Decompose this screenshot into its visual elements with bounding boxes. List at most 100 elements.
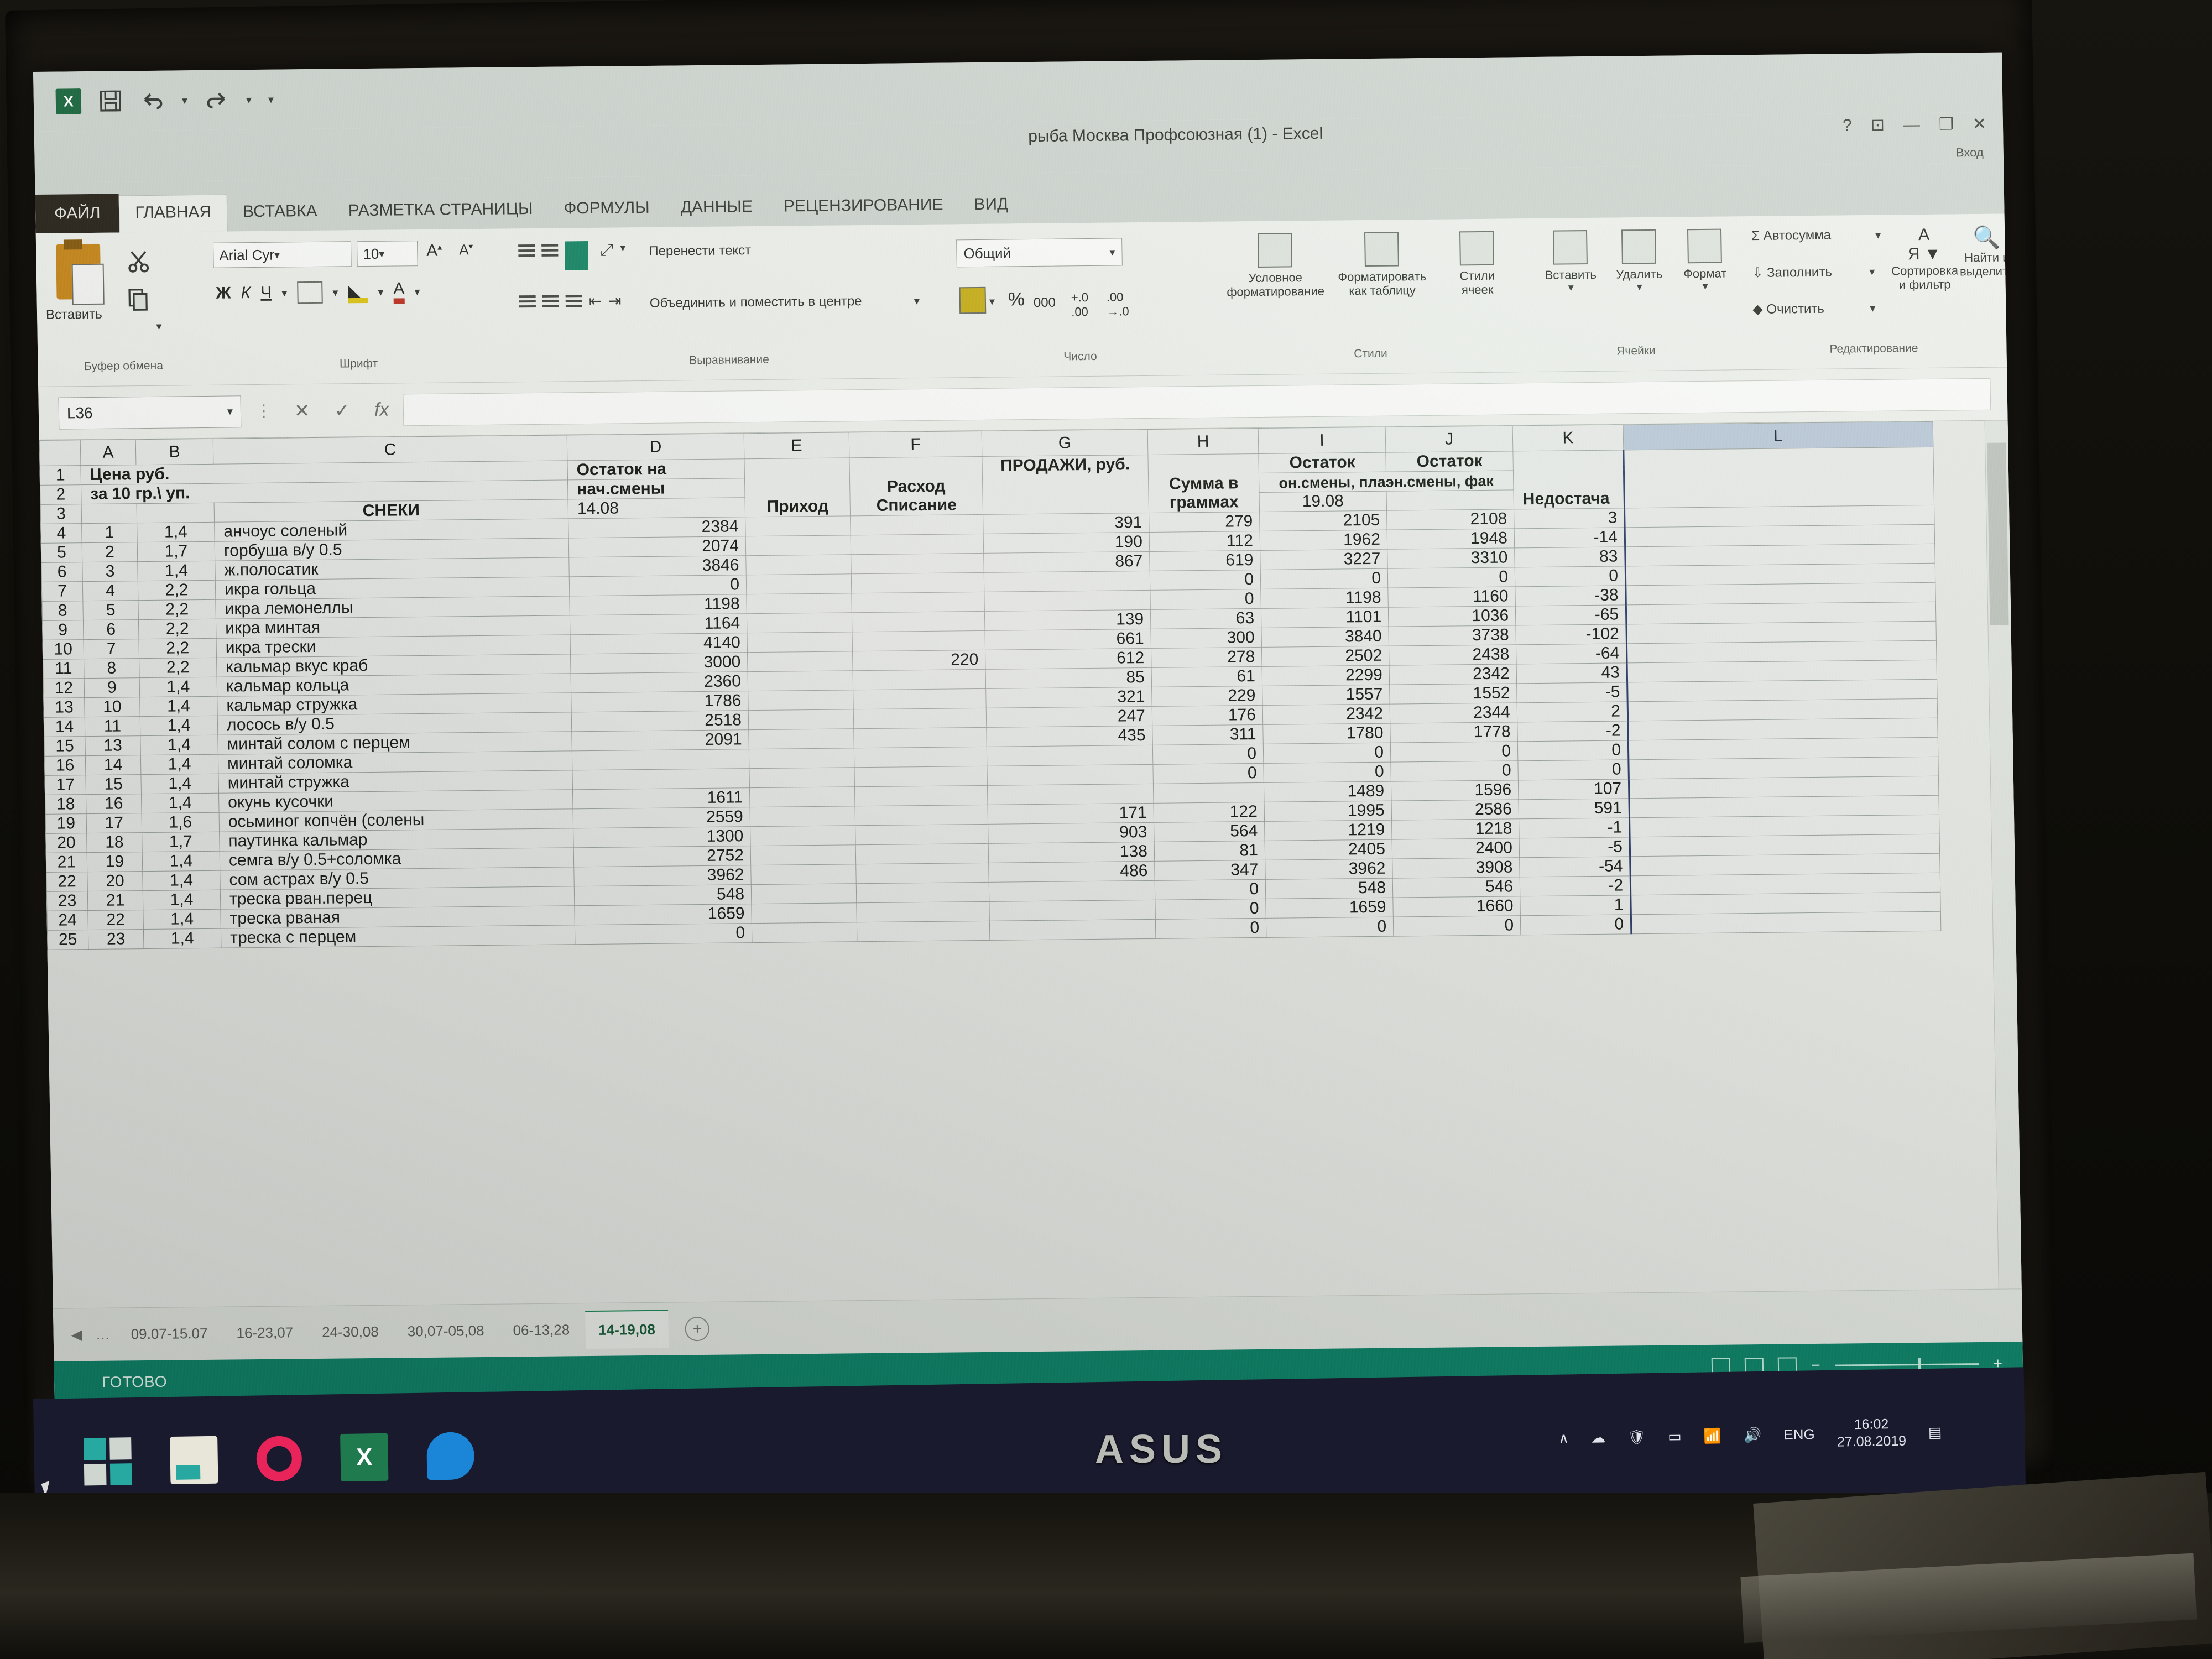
cell-D25[interactable]: 0 (575, 923, 752, 945)
cell-F4[interactable] (850, 514, 984, 535)
fill-button[interactable]: ⇩ Заполнить (1752, 264, 1832, 281)
cell-K10[interactable]: -102 (1515, 624, 1627, 645)
cell-K6[interactable]: 83 (1514, 546, 1626, 567)
cell-D13[interactable]: 1786 (571, 691, 749, 712)
align-top-icon[interactable] (518, 242, 535, 270)
cell-J16[interactable]: 0 (1390, 741, 1518, 763)
cell-H24[interactable]: 0 (1155, 899, 1266, 920)
cell-D19[interactable]: 2559 (573, 807, 750, 828)
cell-K19[interactable]: 591 (1518, 798, 1630, 819)
cell-F25[interactable] (857, 921, 990, 942)
cell-D22[interactable]: 3962 (573, 865, 752, 886)
formula-bar-expand-icon[interactable]: ⋮ (255, 401, 273, 421)
cell-A21[interactable]: 19 (87, 852, 143, 872)
tab-file[interactable]: ФАЙЛ (35, 194, 120, 233)
cell-L14[interactable] (1627, 698, 1938, 721)
row-header-4[interactable]: 4 (40, 523, 82, 544)
cell-F24[interactable] (856, 901, 990, 922)
cell-K17[interactable]: 0 (1517, 759, 1629, 780)
excel-icon[interactable]: X (340, 1433, 389, 1482)
font-color-icon[interactable]: A (393, 279, 405, 304)
minimize-button[interactable]: — (1903, 115, 1921, 134)
number-format-select[interactable]: Общий ▾ (956, 238, 1123, 268)
name-box[interactable]: L36 ▾ (58, 395, 242, 430)
format-as-table-label-2[interactable]: как таблицу (1349, 283, 1416, 298)
currency-dropdown-icon[interactable]: ▾ (989, 295, 995, 308)
cell-D9[interactable]: 1164 (570, 613, 747, 635)
cell-B19[interactable]: 1,6 (142, 812, 220, 833)
cell-E4[interactable] (745, 515, 851, 536)
row-header-18[interactable]: 18 (45, 794, 87, 815)
col-header-L[interactable]: L (1623, 421, 1933, 450)
cell-I16[interactable]: 0 (1263, 743, 1391, 764)
cell-F6[interactable] (851, 553, 984, 574)
cell-E7[interactable] (746, 573, 852, 594)
cell-F5[interactable] (851, 534, 984, 555)
cell-L22[interactable] (1630, 853, 1940, 876)
decrease-decimal-icon[interactable]: .00 →.0 (1106, 290, 1129, 319)
tab-review[interactable]: РЕЦЕНЗИРОВАНИЕ (783, 195, 943, 216)
cell-L20[interactable] (1629, 815, 1940, 837)
row-header-7[interactable]: 7 (41, 581, 83, 602)
cell-B13[interactable]: 1,4 (139, 696, 218, 717)
cell-J11[interactable]: 2438 (1389, 644, 1517, 666)
cell-E9[interactable] (747, 612, 852, 633)
cell-A11[interactable]: 8 (84, 658, 140, 679)
cell-L9[interactable] (1626, 602, 1936, 624)
cell-H23[interactable]: 0 (1155, 879, 1266, 900)
cell-F14[interactable] (853, 708, 987, 729)
cell-H21[interactable]: 81 (1154, 841, 1265, 862)
cell-J25[interactable]: 0 (1393, 915, 1521, 937)
cell-B24[interactable]: 1,4 (143, 909, 221, 930)
cell-J5[interactable]: 1948 (1387, 528, 1515, 550)
col-header-C[interactable]: C (213, 435, 567, 465)
cell-A12[interactable]: 9 (84, 677, 140, 698)
sheet-tab-6[interactable]: 14-19,08 (585, 1310, 669, 1349)
fill-dropdown-icon[interactable]: ▾ (378, 286, 384, 299)
cell-G22[interactable]: 486 (988, 861, 1155, 883)
cell-I19[interactable]: 1995 (1264, 801, 1392, 822)
sign-in-link[interactable]: Вход (1955, 145, 1984, 160)
tab-insert[interactable]: ВСТАВКА (242, 201, 317, 221)
format-cells-icon[interactable] (1687, 228, 1722, 264)
cell-K8[interactable]: -38 (1515, 585, 1626, 606)
cell-L8[interactable] (1625, 582, 1936, 605)
cell-J18[interactable]: 1596 (1391, 780, 1519, 801)
cell-H6[interactable]: 619 (1149, 550, 1261, 571)
row-header-24[interactable]: 24 (46, 910, 88, 931)
row-header-12[interactable]: 12 (43, 678, 85, 698)
cell-I1[interactable]: Остаток (1258, 452, 1386, 473)
cell-A23[interactable]: 21 (87, 890, 143, 911)
cell-K16[interactable]: 0 (1517, 740, 1629, 761)
delete-cells-dropdown-icon[interactable]: ▾ (1636, 281, 1642, 294)
font-color-dropdown-icon[interactable]: ▾ (414, 285, 420, 298)
cell-H20[interactable]: 564 (1154, 821, 1265, 842)
cell-B16[interactable]: 1,4 (140, 754, 218, 775)
cell-F15[interactable] (853, 727, 987, 748)
cell-F23[interactable] (856, 882, 989, 903)
cell-A25[interactable]: 23 (88, 929, 144, 950)
cell-B15[interactable]: 1,4 (140, 735, 218, 755)
cell-K13[interactable]: -5 (1516, 682, 1628, 703)
cell-G25[interactable] (989, 919, 1156, 941)
cell-D21[interactable]: 2752 (573, 846, 751, 867)
increase-font-icon[interactable]: A▴ (426, 241, 442, 260)
row-header-16[interactable]: 16 (44, 755, 86, 776)
cell-B10[interactable]: 2,2 (138, 638, 217, 659)
cell-A10[interactable]: 7 (83, 639, 139, 659)
borders-icon[interactable] (297, 281, 323, 304)
sort-filter-label-1[interactable]: Сортировка (1891, 263, 1959, 278)
insert-cells-label[interactable]: Вставить (1545, 267, 1597, 282)
cell-I20[interactable]: 1219 (1264, 820, 1392, 841)
cell-G24[interactable] (989, 900, 1156, 921)
cell-styles-icon[interactable] (1459, 231, 1494, 266)
cell-K23[interactable]: -2 (1520, 875, 1631, 896)
onedrive-icon[interactable]: ☁ (1590, 1428, 1606, 1446)
cell-L24[interactable] (1630, 892, 1941, 915)
insert-cells-icon[interactable] (1552, 230, 1588, 265)
delete-cells-label[interactable]: Удалить (1616, 267, 1663, 281)
cell-A20[interactable]: 18 (86, 832, 143, 853)
cell-G15[interactable]: 435 (986, 726, 1153, 747)
cell-D8[interactable]: 1198 (569, 594, 747, 615)
tray-chevron-icon[interactable]: ∧ (1558, 1429, 1569, 1447)
